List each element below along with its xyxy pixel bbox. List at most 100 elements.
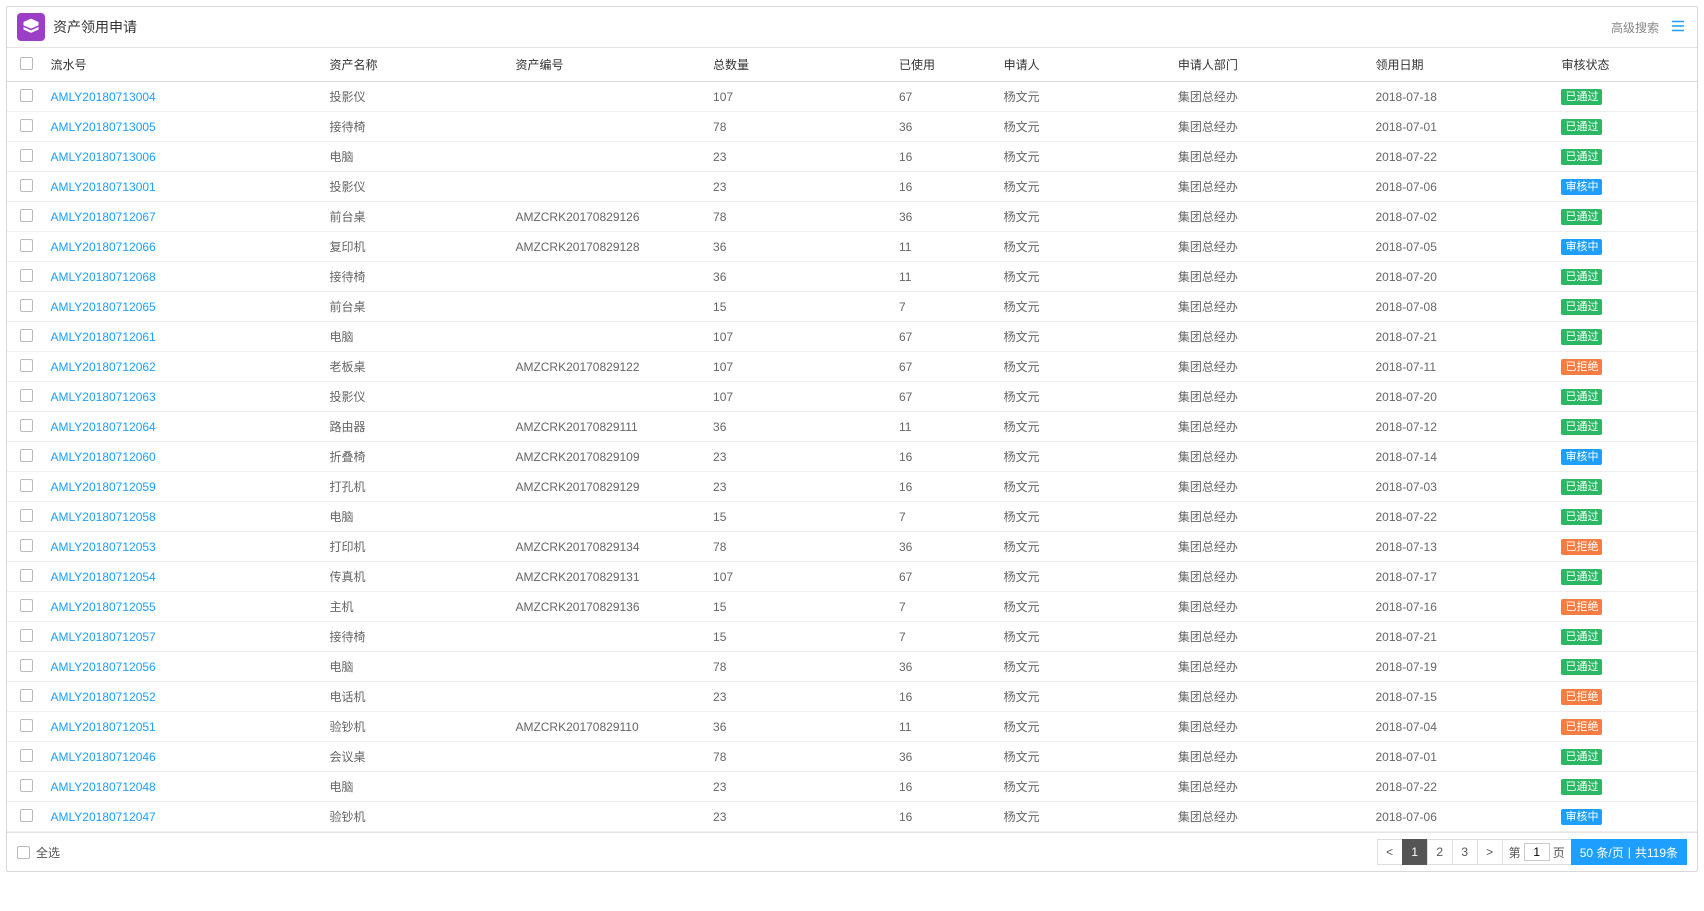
- table-row[interactable]: AMLY20180712054传真机AMZCRK2017082913110767…: [7, 562, 1697, 592]
- serial-link[interactable]: AMLY20180712061: [51, 330, 156, 344]
- row-checkbox[interactable]: [20, 89, 33, 102]
- col-name[interactable]: 资产名称: [325, 48, 511, 82]
- table-row[interactable]: AMLY20180713005接待椅7836杨文元集团总经办2018-07-01…: [7, 112, 1697, 142]
- table-row[interactable]: AMLY20180712056电脑7836杨文元集团总经办2018-07-19已…: [7, 652, 1697, 682]
- select-all-footer-checkbox[interactable]: [17, 846, 30, 859]
- list-view-icon[interactable]: [1669, 17, 1687, 38]
- col-applicant[interactable]: 申请人: [1000, 48, 1174, 82]
- cell-code: AMZCRK20170829111: [511, 412, 709, 442]
- table-row[interactable]: AMLY20180712066复印机AMZCRK201708291283611杨…: [7, 232, 1697, 262]
- row-checkbox[interactable]: [20, 389, 33, 402]
- row-checkbox[interactable]: [20, 149, 33, 162]
- serial-link[interactable]: AMLY20180712057: [51, 630, 156, 644]
- row-checkbox[interactable]: [20, 209, 33, 222]
- serial-link[interactable]: AMLY20180712062: [51, 360, 156, 374]
- serial-link[interactable]: AMLY20180712051: [51, 720, 156, 734]
- table-row[interactable]: AMLY20180712062老板桌AMZCRK2017082912210767…: [7, 352, 1697, 382]
- cell-date: 2018-07-13: [1372, 532, 1558, 562]
- table-row[interactable]: AMLY20180712053打印机AMZCRK201708291347836杨…: [7, 532, 1697, 562]
- table-row[interactable]: AMLY20180713001投影仪2316杨文元集团总经办2018-07-06…: [7, 172, 1697, 202]
- serial-link[interactable]: AMLY20180713006: [51, 150, 156, 164]
- row-checkbox[interactable]: [20, 659, 33, 672]
- row-checkbox[interactable]: [20, 449, 33, 462]
- serial-link[interactable]: AMLY20180713004: [51, 90, 156, 104]
- row-checkbox[interactable]: [20, 599, 33, 612]
- row-checkbox[interactable]: [20, 719, 33, 732]
- table-row[interactable]: AMLY20180712064路由器AMZCRK201708291113611杨…: [7, 412, 1697, 442]
- row-checkbox[interactable]: [20, 629, 33, 642]
- table-row[interactable]: AMLY20180712052电话机2316杨文元集团总经办2018-07-15…: [7, 682, 1697, 712]
- table-row[interactable]: AMLY20180712068接待椅3611杨文元集团总经办2018-07-20…: [7, 262, 1697, 292]
- col-date[interactable]: 领用日期: [1372, 48, 1558, 82]
- serial-link[interactable]: AMLY20180712063: [51, 390, 156, 404]
- row-checkbox[interactable]: [20, 179, 33, 192]
- col-serial[interactable]: 流水号: [47, 48, 326, 82]
- row-checkbox[interactable]: [20, 329, 33, 342]
- serial-link[interactable]: AMLY20180712053: [51, 540, 156, 554]
- serial-link[interactable]: AMLY20180712056: [51, 660, 156, 674]
- row-checkbox[interactable]: [20, 509, 33, 522]
- serial-link[interactable]: AMLY20180712065: [51, 300, 156, 314]
- serial-link[interactable]: AMLY20180712060: [51, 450, 156, 464]
- row-checkbox[interactable]: [20, 269, 33, 282]
- table-row[interactable]: AMLY20180712059打孔机AMZCRK201708291292316杨…: [7, 472, 1697, 502]
- row-checkbox[interactable]: [20, 239, 33, 252]
- pager-prev[interactable]: <: [1377, 839, 1403, 865]
- serial-link[interactable]: AMLY20180712048: [51, 780, 156, 794]
- row-checkbox[interactable]: [20, 689, 33, 702]
- row-checkbox[interactable]: [20, 749, 33, 762]
- serial-link[interactable]: AMLY20180712066: [51, 240, 156, 254]
- pager-page-input[interactable]: [1524, 843, 1550, 861]
- table-row[interactable]: AMLY20180712057接待椅157杨文元集团总经办2018-07-21已…: [7, 622, 1697, 652]
- serial-link[interactable]: AMLY20180712059: [51, 480, 156, 494]
- table-row[interactable]: AMLY20180712055主机AMZCRK20170829136157杨文元…: [7, 592, 1697, 622]
- serial-link[interactable]: AMLY20180712067: [51, 210, 156, 224]
- serial-link[interactable]: AMLY20180712052: [51, 690, 156, 704]
- row-checkbox[interactable]: [20, 539, 33, 552]
- table-row[interactable]: AMLY20180712063投影仪10767杨文元集团总经办2018-07-2…: [7, 382, 1697, 412]
- row-checkbox[interactable]: [20, 569, 33, 582]
- pager-page[interactable]: 2: [1427, 839, 1453, 865]
- col-status[interactable]: 审核状态: [1557, 48, 1697, 82]
- row-checkbox[interactable]: [20, 299, 33, 312]
- table-row[interactable]: AMLY20180712047验钞机2316杨文元集团总经办2018-07-06…: [7, 802, 1697, 832]
- serial-link[interactable]: AMLY20180713001: [51, 180, 156, 194]
- row-checkbox[interactable]: [20, 359, 33, 372]
- table-row[interactable]: AMLY20180712061电脑10767杨文元集团总经办2018-07-21…: [7, 322, 1697, 352]
- table-row[interactable]: AMLY20180712046会议桌7836杨文元集团总经办2018-07-01…: [7, 742, 1697, 772]
- table-row[interactable]: AMLY20180713006电脑2316杨文元集团总经办2018-07-22已…: [7, 142, 1697, 172]
- status-badge: 已通过: [1561, 569, 1602, 585]
- serial-link[interactable]: AMLY20180712054: [51, 570, 156, 584]
- serial-link[interactable]: AMLY20180712068: [51, 270, 156, 284]
- table-row[interactable]: AMLY20180712051验钞机AMZCRK201708291103611杨…: [7, 712, 1697, 742]
- serial-link[interactable]: AMLY20180712047: [51, 810, 156, 824]
- table-row[interactable]: AMLY20180712067前台桌AMZCRK201708291267836杨…: [7, 202, 1697, 232]
- col-used[interactable]: 已使用: [895, 48, 1000, 82]
- serial-link[interactable]: AMLY20180712058: [51, 510, 156, 524]
- advanced-search-link[interactable]: 高级搜索: [1611, 19, 1659, 36]
- row-checkbox[interactable]: [20, 479, 33, 492]
- table-row[interactable]: AMLY20180713004投影仪10767杨文元集团总经办2018-07-1…: [7, 82, 1697, 112]
- col-code[interactable]: 资产编号: [511, 48, 709, 82]
- serial-link[interactable]: AMLY20180712064: [51, 420, 156, 434]
- col-total[interactable]: 总数量: [709, 48, 895, 82]
- table-row[interactable]: AMLY20180712060折叠椅AMZCRK201708291092316杨…: [7, 442, 1697, 472]
- serial-link[interactable]: AMLY20180712046: [51, 750, 156, 764]
- col-dept[interactable]: 申请人部门: [1174, 48, 1372, 82]
- serial-link[interactable]: AMLY20180712055: [51, 600, 156, 614]
- table-row[interactable]: AMLY20180712058电脑157杨文元集团总经办2018-07-22已通…: [7, 502, 1697, 532]
- pager-page[interactable]: 1: [1402, 839, 1428, 865]
- module-icon: [17, 13, 45, 41]
- serial-link[interactable]: AMLY20180713005: [51, 120, 156, 134]
- cell-date: 2018-07-20: [1372, 382, 1558, 412]
- select-all-header-checkbox[interactable]: [20, 57, 33, 70]
- row-checkbox[interactable]: [20, 419, 33, 432]
- row-checkbox[interactable]: [20, 119, 33, 132]
- pager-next[interactable]: >: [1477, 839, 1503, 865]
- table-row[interactable]: AMLY20180712065前台桌157杨文元集团总经办2018-07-08已…: [7, 292, 1697, 322]
- table-row[interactable]: AMLY20180712048电脑2316杨文元集团总经办2018-07-22已…: [7, 772, 1697, 802]
- row-checkbox[interactable]: [20, 779, 33, 792]
- status-badge: 已拒绝: [1561, 719, 1602, 735]
- pager-page[interactable]: 3: [1452, 839, 1478, 865]
- row-checkbox[interactable]: [20, 809, 33, 822]
